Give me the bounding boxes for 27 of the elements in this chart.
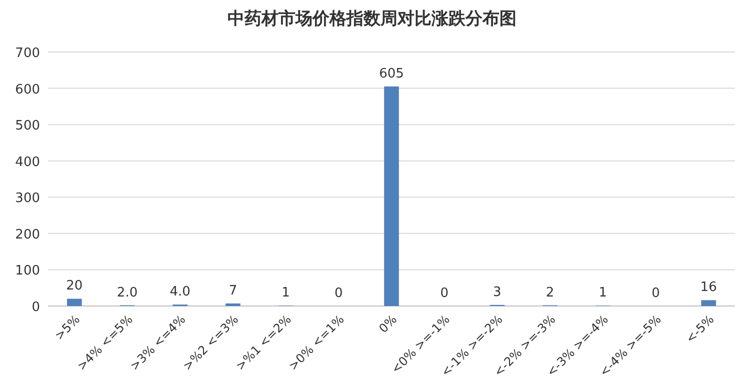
y-tick-label: 500 bbox=[15, 118, 40, 134]
data-label: 16 bbox=[700, 280, 717, 296]
data-label: 2 bbox=[546, 285, 554, 300]
data-label: 3 bbox=[493, 284, 502, 300]
data-label: 0 bbox=[334, 286, 343, 301]
y-tick-label: 700 bbox=[15, 46, 40, 61]
data-label: 1 bbox=[282, 286, 290, 301]
data-label: 0 bbox=[652, 286, 660, 301]
chart-title: 中药材市场价格指数周对比涨跌分布图 bbox=[228, 9, 516, 29]
data-label: 1 bbox=[598, 286, 608, 301]
bar bbox=[67, 298, 82, 306]
y-tick-label: 100 bbox=[15, 264, 40, 279]
data-label: 2.0 bbox=[116, 285, 138, 300]
bar bbox=[701, 300, 716, 306]
y-tick-label: 600 bbox=[15, 82, 40, 98]
data-label: 20 bbox=[66, 278, 83, 294]
y-tick-label: 400 bbox=[15, 154, 40, 170]
data-label: 7 bbox=[228, 283, 238, 298]
bar bbox=[384, 86, 399, 306]
y-tick-label: 200 bbox=[15, 227, 40, 242]
data-label: 0 bbox=[440, 286, 448, 301]
bar bbox=[226, 303, 240, 306]
x-tick-label: 0% bbox=[376, 312, 400, 336]
data-label: 605 bbox=[379, 66, 404, 82]
data-label: 4.0 bbox=[170, 284, 190, 300]
y-tick-label: 300 bbox=[15, 191, 40, 206]
y-tick-label: 0 bbox=[32, 300, 40, 315]
